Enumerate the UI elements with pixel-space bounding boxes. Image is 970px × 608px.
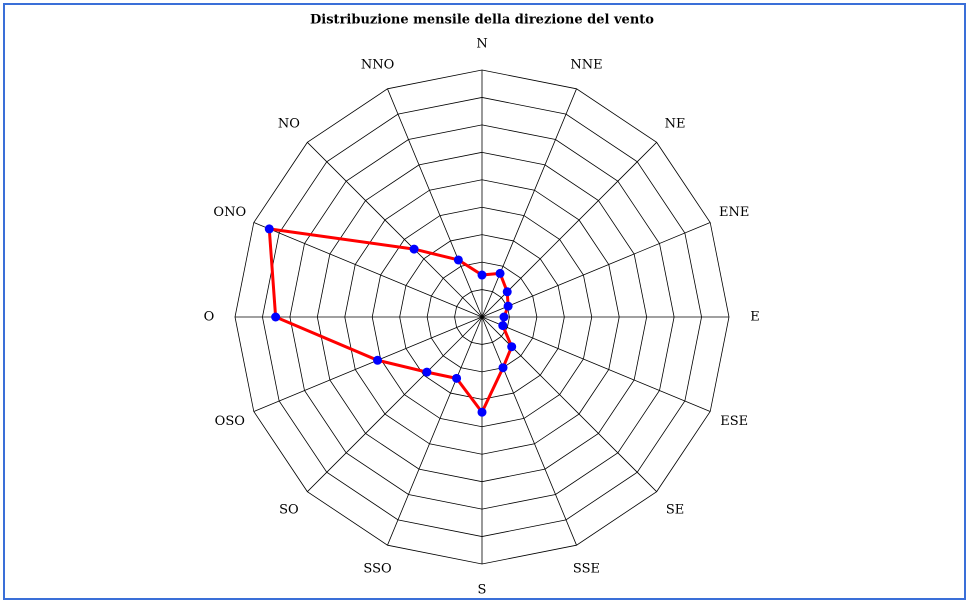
category-label: NO xyxy=(278,116,300,131)
category-label: SSE xyxy=(573,562,600,577)
data-point xyxy=(499,312,509,322)
spoke xyxy=(481,316,577,546)
data-point xyxy=(373,355,383,365)
data-point xyxy=(507,342,517,352)
data-point xyxy=(498,363,508,373)
spoke xyxy=(481,142,657,318)
spoke xyxy=(481,316,711,412)
data-point xyxy=(453,255,463,265)
spoke xyxy=(481,88,577,318)
category-label: N xyxy=(476,37,487,52)
data-point xyxy=(422,367,432,377)
data-point xyxy=(271,312,281,322)
data-point xyxy=(495,268,505,278)
category-label: NNO xyxy=(361,57,394,72)
spoke xyxy=(253,222,483,318)
data-point xyxy=(477,407,487,417)
data-point xyxy=(452,373,462,383)
chart-title: Distribuzione mensile della direzione de… xyxy=(310,13,654,28)
category-label: ONO xyxy=(213,205,246,220)
data-point xyxy=(264,224,274,234)
category-label: NNE xyxy=(570,57,602,72)
category-label: SSO xyxy=(363,562,391,577)
spoke xyxy=(481,222,711,318)
data-point xyxy=(477,270,487,280)
data-point xyxy=(502,287,512,297)
spoke xyxy=(253,316,483,412)
category-label: S xyxy=(478,583,487,598)
category-label: SO xyxy=(279,503,299,518)
spoke xyxy=(387,88,483,318)
category-label: SE xyxy=(666,503,684,518)
data-point xyxy=(498,321,508,331)
spoke xyxy=(307,142,483,318)
spoke xyxy=(307,316,483,492)
category-label: O xyxy=(204,310,215,325)
category-label: OSO xyxy=(215,414,245,429)
data-point xyxy=(409,244,419,254)
spoke xyxy=(387,316,483,546)
category-label: NE xyxy=(665,116,686,131)
data-point xyxy=(503,301,513,311)
category-label: ESE xyxy=(720,414,748,429)
category-label: E xyxy=(750,310,760,325)
frame xyxy=(3,3,966,600)
category-label: ENE xyxy=(719,205,749,220)
